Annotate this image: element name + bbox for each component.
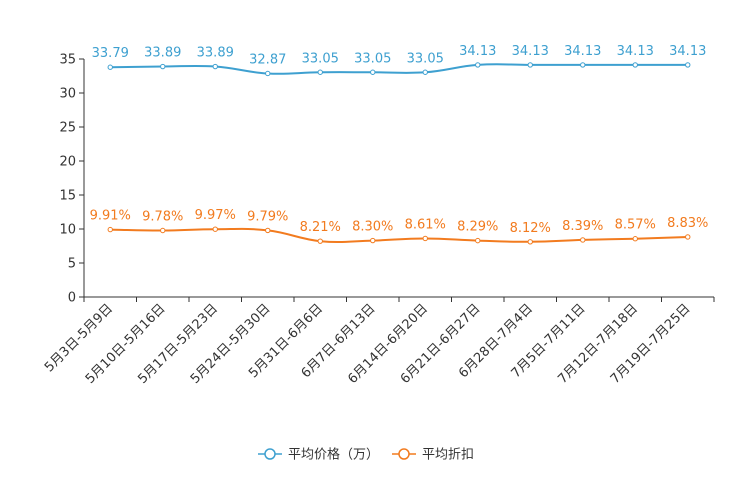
data-label: 8.12% [510,221,551,236]
data-point[interactable] [370,237,376,244]
data-label: 9.78% [142,209,183,224]
data-label: 9.91% [90,209,131,224]
data-label: 34.13 [669,44,706,59]
data-label: 8.21% [300,220,341,235]
data-point[interactable] [212,226,218,232]
data-point[interactable] [160,227,166,234]
data-label: 8.83% [667,216,708,231]
data-label: 33.89 [197,46,234,61]
data-label: 34.13 [617,44,654,59]
data-point[interactable] [527,62,533,68]
data-label: 34.13 [564,44,601,59]
data-label: 8.57% [615,218,656,233]
series-line-1 [110,227,688,244]
data-label: 33.05 [354,51,391,66]
data-point[interactable] [580,237,586,243]
data-point[interactable] [475,237,481,244]
data-label: 8.39% [562,219,603,234]
series-area [107,62,691,245]
data-point[interactable] [370,69,376,75]
y-tick-label: 0 [68,291,76,306]
data-point[interactable] [632,62,638,68]
data-label: 34.13 [459,44,496,59]
data-point[interactable] [212,63,218,70]
data-label: 33.79 [92,46,129,61]
legend-label: 平均价格（万） [288,447,379,463]
legend-item-0[interactable]: 平均价格（万） [258,447,379,463]
data-labels: 33.79 33.89 33.89 32.87 33.05 33.05 33.05 34.13… [90,44,709,236]
data-label: 33.05 [407,51,444,66]
data-point[interactable] [422,235,428,242]
data-point[interactable] [580,62,586,68]
y-tick-label: 20 [59,155,76,170]
data-point[interactable] [265,70,271,77]
data-label: 32.87 [249,52,286,67]
y-tick-label: 10 [59,223,76,238]
data-label: 33.05 [302,51,339,66]
data-point[interactable] [685,234,691,240]
data-point[interactable] [107,64,113,70]
series-line-0 [110,63,688,75]
data-point[interactable] [422,69,428,75]
data-point[interactable] [685,62,691,68]
data-point[interactable] [107,226,113,233]
data-label: 9.97% [195,208,236,223]
y-tick-label: 25 [59,121,76,136]
legend-marker [398,448,410,460]
y-tick-label: 30 [59,87,76,102]
data-point[interactable] [317,238,323,244]
data-label: 8.61% [405,217,446,232]
data-point[interactable] [475,62,481,68]
y-tick-label: 35 [59,53,76,68]
data-label: 9.79% [247,209,288,224]
legend-label: 平均折扣 [422,448,474,463]
y-tick-label: 15 [59,189,76,204]
data-label: 8.29% [457,220,498,235]
data-label: 33.89 [144,46,181,61]
data-point[interactable] [160,63,166,70]
data-label: 34.13 [512,44,549,59]
data-point[interactable] [632,236,638,242]
legend-item-1[interactable]: 平均折扣 [392,448,474,463]
y-tick-label: 5 [68,257,76,272]
legend[interactable]: 平均价格（万） 平均折扣 [258,447,474,463]
data-point[interactable] [317,69,323,75]
data-label: 8.30% [352,220,393,235]
legend-marker [264,448,276,460]
data-point[interactable] [527,239,533,245]
data-point[interactable] [265,227,271,234]
